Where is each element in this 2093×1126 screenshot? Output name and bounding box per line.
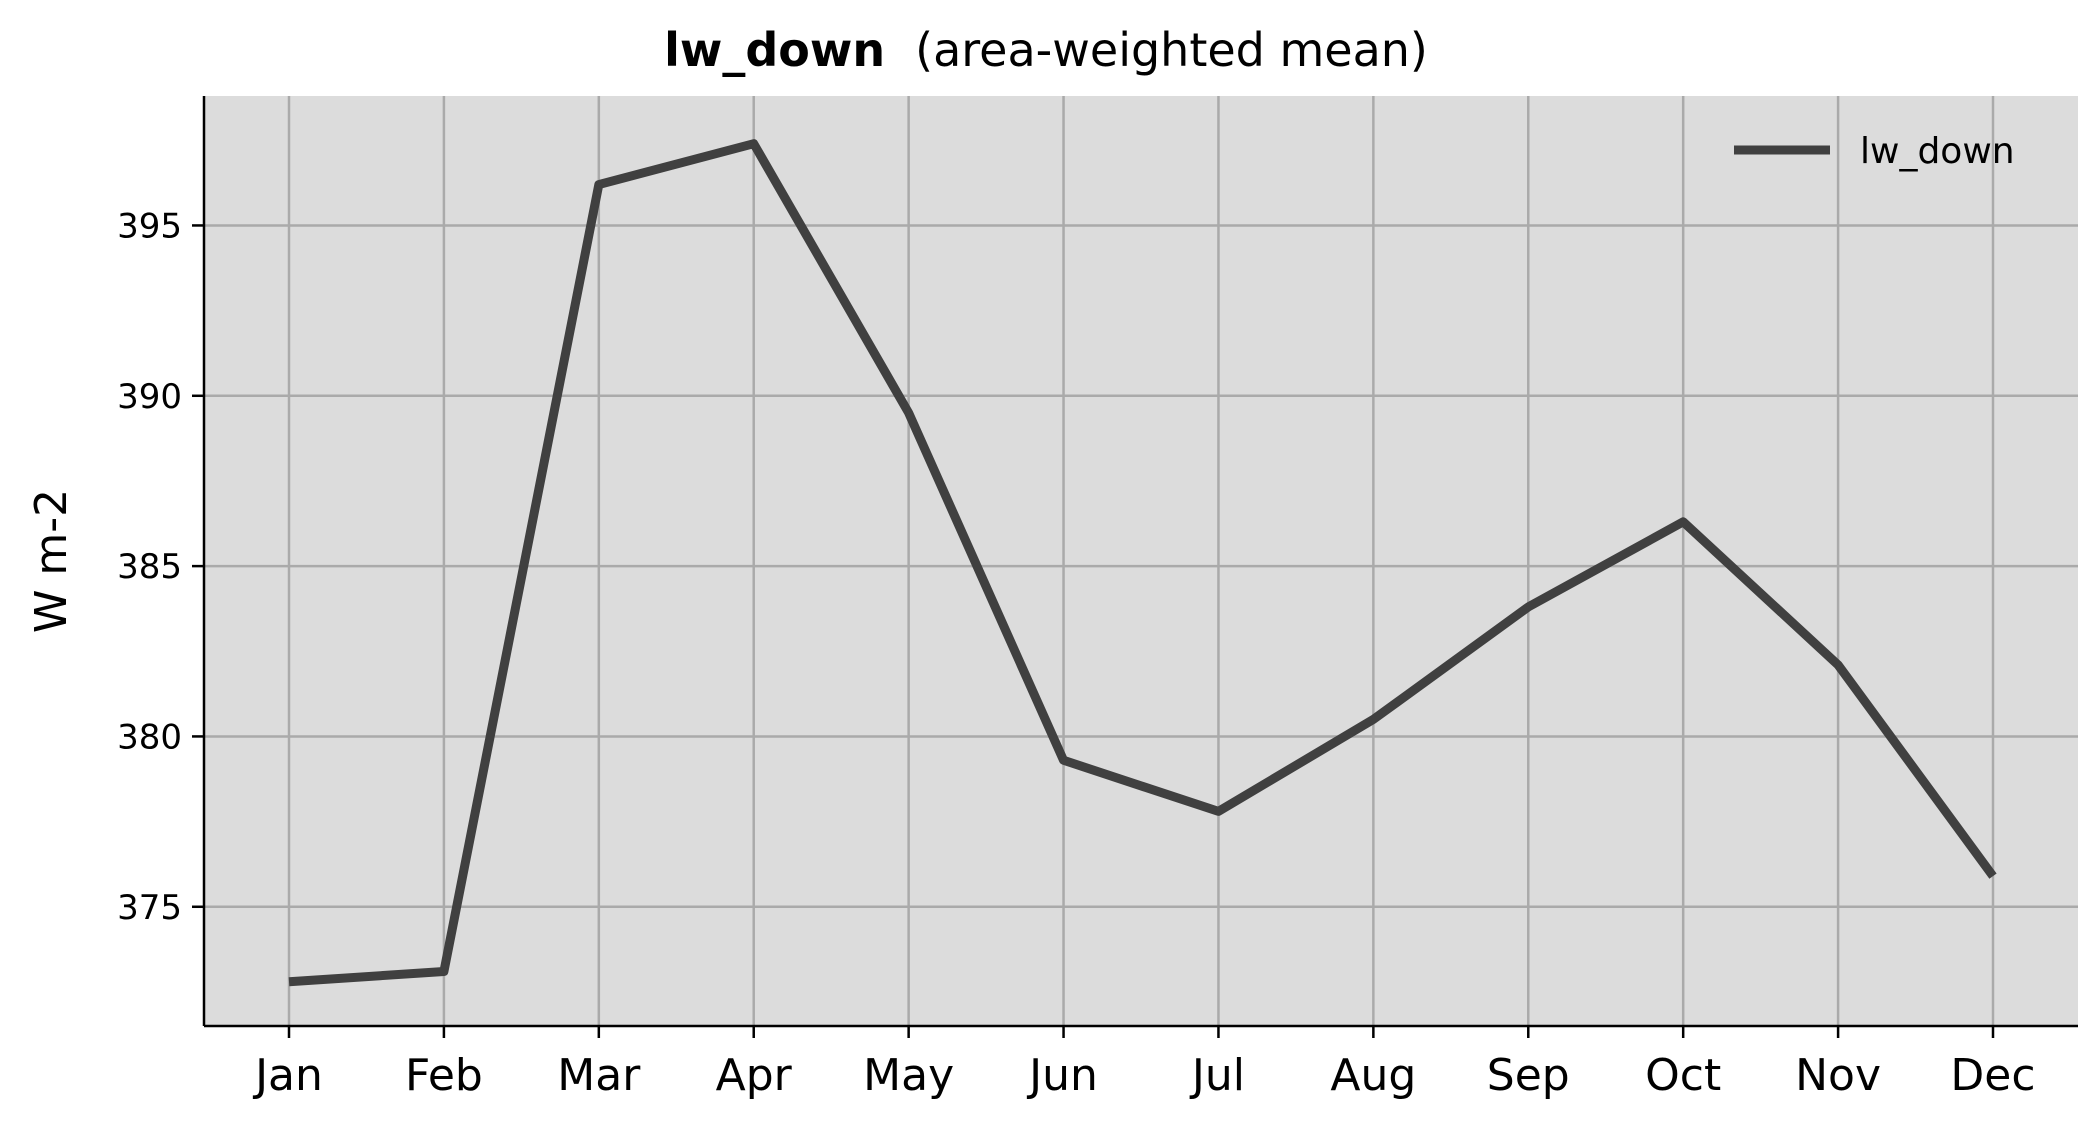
series-layer: [288, 139, 1997, 987]
x-tick-label: Mar: [557, 1050, 641, 1101]
x-tick-label: Nov: [1795, 1050, 1881, 1101]
grid-lines: [204, 96, 2078, 1026]
plot-area: [204, 96, 2078, 1026]
chart-title: lw_down (area-weighted mean): [664, 23, 1428, 77]
x-tick-label: Sep: [1487, 1050, 1570, 1101]
x-tick-label: Jan: [252, 1050, 323, 1101]
y-tick-label: 380: [117, 717, 182, 757]
x-tick-label: Oct: [1645, 1050, 1721, 1101]
x-tick-label: May: [863, 1050, 954, 1101]
chart-title-subtitle: (area-weighted mean): [915, 23, 1428, 77]
x-tick-label: Jul: [1189, 1050, 1245, 1101]
y-tick-label: 395: [117, 206, 182, 246]
chart-title-variable: lw_down: [664, 23, 885, 77]
x-axis-ticks: Jan Feb Mar Apr May Jun Jul Aug Sep Oct Nov Dec: [252, 1026, 2036, 1101]
y-tick-label: 375: [117, 888, 182, 928]
x-tick-label: Jun: [1026, 1050, 1098, 1101]
y-tick-label: 390: [117, 377, 182, 417]
legend: lw_down: [1734, 131, 2015, 172]
series-line-lw-down: [288, 139, 1997, 987]
x-tick-label: Aug: [1330, 1050, 1416, 1101]
y-tick-label: 385: [117, 547, 182, 587]
legend-label-lw-down: lw_down: [1860, 131, 2015, 172]
x-tick-label: Apr: [716, 1050, 793, 1101]
axes: [202, 96, 2078, 1028]
y-axis-label: W m-2: [26, 489, 77, 633]
x-tick-label: Feb: [405, 1050, 483, 1101]
x-tick-label: Dec: [1950, 1050, 2035, 1101]
y-axis-ticks: 375 380 385 390 395: [117, 206, 204, 928]
